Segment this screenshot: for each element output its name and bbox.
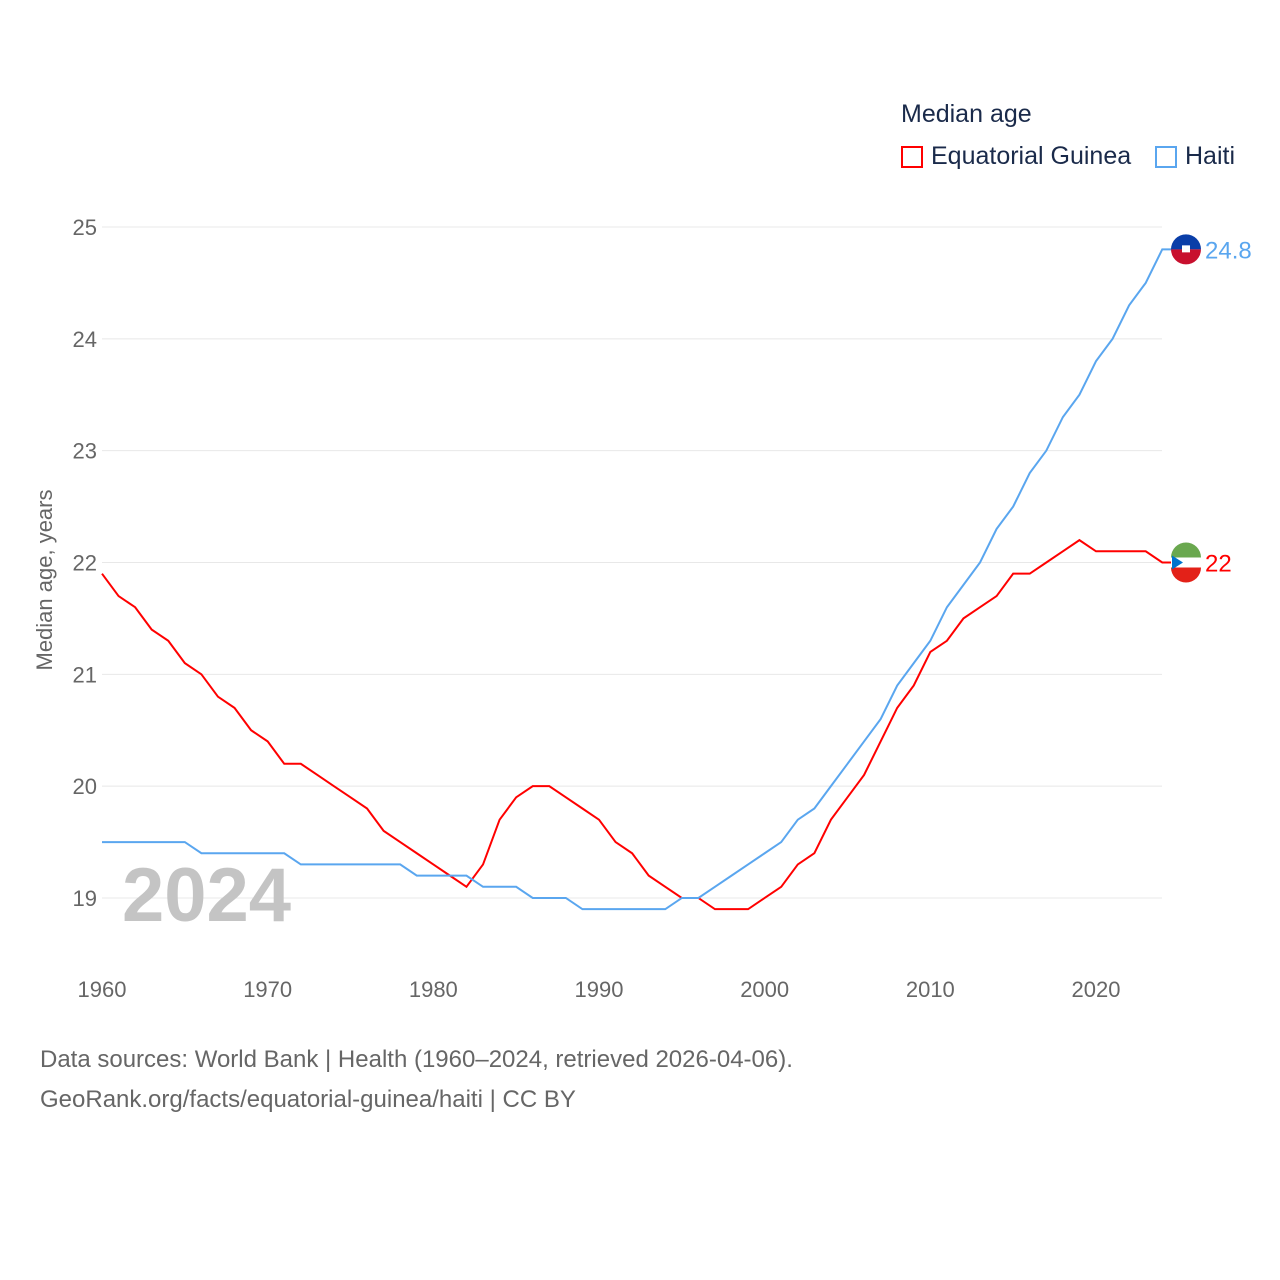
equatorial-guinea-flag-icon [1171, 567, 1201, 583]
x-tick-label: 2010 [906, 977, 955, 1002]
equatorial-guinea-flag-icon [1171, 542, 1201, 558]
data-source-note: Data sources: World Bank | Health (1960–… [40, 1046, 793, 1073]
legend-swatch [1155, 145, 1177, 168]
legend-label: Equatorial Guinea [931, 142, 1132, 170]
y-tick-label: 23 [73, 439, 97, 464]
x-tick-label: 1990 [575, 977, 624, 1002]
y-tick-label: 21 [73, 662, 97, 687]
legend-swatch [901, 145, 923, 168]
y-tick-label: 25 [73, 215, 97, 240]
legend-label: Haiti [1185, 142, 1236, 170]
legend-title: Median age [901, 100, 1032, 128]
attribution-link[interactable]: GeoRank.org/facts/equatorial-guinea/hait… [40, 1086, 576, 1113]
series-line-haiti [102, 248, 1186, 911]
haiti-flag-icon [1171, 249, 1201, 265]
legend-item-equatorial-guinea[interactable]: Equatorial Guinea [901, 142, 1131, 171]
x-tick-label: 1960 [78, 977, 127, 1002]
end-value-label: 24.8 [1205, 237, 1252, 264]
y-tick-label: 24 [73, 327, 97, 352]
x-tick-label: 2000 [740, 977, 789, 1002]
year-watermark: 2024 [122, 853, 291, 938]
y-tick-label: 22 [73, 550, 97, 575]
end-value-label: 22 [1205, 550, 1232, 577]
series-line-equatorial-guinea [101, 538, 1186, 911]
haiti-flag-icon [1182, 245, 1190, 253]
y-tick-label: 19 [73, 886, 97, 911]
y-axis-label: Median age, years [32, 490, 57, 671]
x-tick-label: 1980 [409, 977, 458, 1002]
haiti-flag-icon [1171, 234, 1201, 250]
x-tick-label: 2020 [1072, 977, 1121, 1002]
x-tick-label: 1970 [243, 977, 292, 1002]
equatorial-guinea-flag-icon [1171, 557, 1201, 568]
legend-item-haiti[interactable]: Haiti [1155, 142, 1235, 171]
equatorial-guinea-flag-icon [1172, 555, 1183, 570]
y-tick-label: 20 [73, 774, 97, 799]
